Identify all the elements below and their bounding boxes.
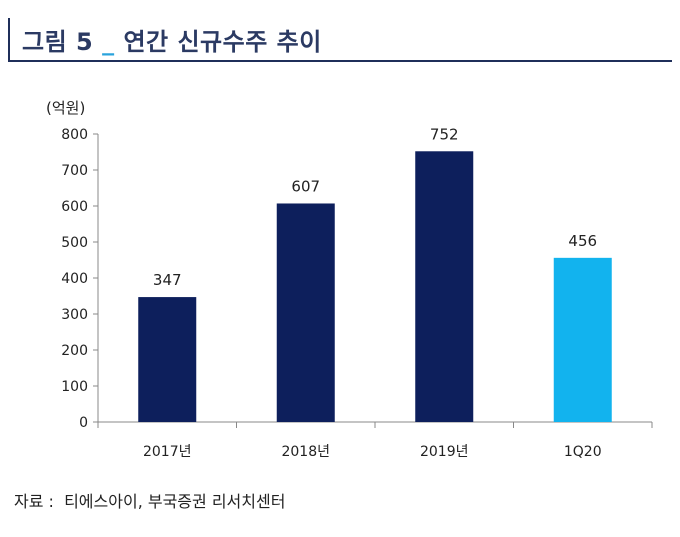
data-label: 347: [153, 271, 182, 289]
source-note: 자료 : 티에스아이, 부국증권 리서치센터: [14, 492, 286, 511]
bars: [138, 151, 612, 422]
figure-separator: _: [93, 28, 124, 56]
y-tick-label: 400: [61, 271, 88, 287]
y-tick-label: 600: [61, 199, 88, 215]
bar: [553, 257, 612, 422]
data-label: 752: [430, 125, 459, 143]
category-label: 1Q20: [564, 444, 602, 460]
header-bottom-rule: [8, 60, 672, 62]
category-label: 2018년: [281, 444, 330, 460]
y-tick-label: 100: [61, 379, 88, 395]
bar: [415, 151, 474, 422]
y-tick-label: 500: [61, 235, 88, 251]
unit-label: (억원): [46, 99, 85, 117]
y-tick-label: 200: [61, 343, 88, 359]
data-label: 607: [291, 177, 320, 195]
figure-prefix: 그림: [22, 28, 77, 56]
figure-title: 그림 5 _ 연간 신규수주 추이: [22, 22, 322, 57]
labels: 347 2017년 607 2018년 752 2019년 456 1Q20: [143, 125, 602, 460]
figure-title-text: 연간 신규수주 추이: [123, 28, 322, 56]
category-label: 2017년: [143, 444, 192, 460]
y-tick-label: 800: [61, 127, 88, 143]
bar: [138, 297, 197, 422]
y-tick-label: 300: [61, 307, 88, 323]
data-label: 456: [568, 232, 597, 250]
y-tick-label: 700: [61, 163, 88, 179]
figure-number: 5: [76, 28, 94, 56]
header-left-rule: [8, 18, 10, 60]
category-label: 2019년: [420, 444, 469, 460]
bar: [276, 203, 335, 422]
figure-header: 그림 5 _ 연간 신규수주 추이: [8, 10, 672, 62]
y-tick-label: 0: [79, 415, 88, 431]
